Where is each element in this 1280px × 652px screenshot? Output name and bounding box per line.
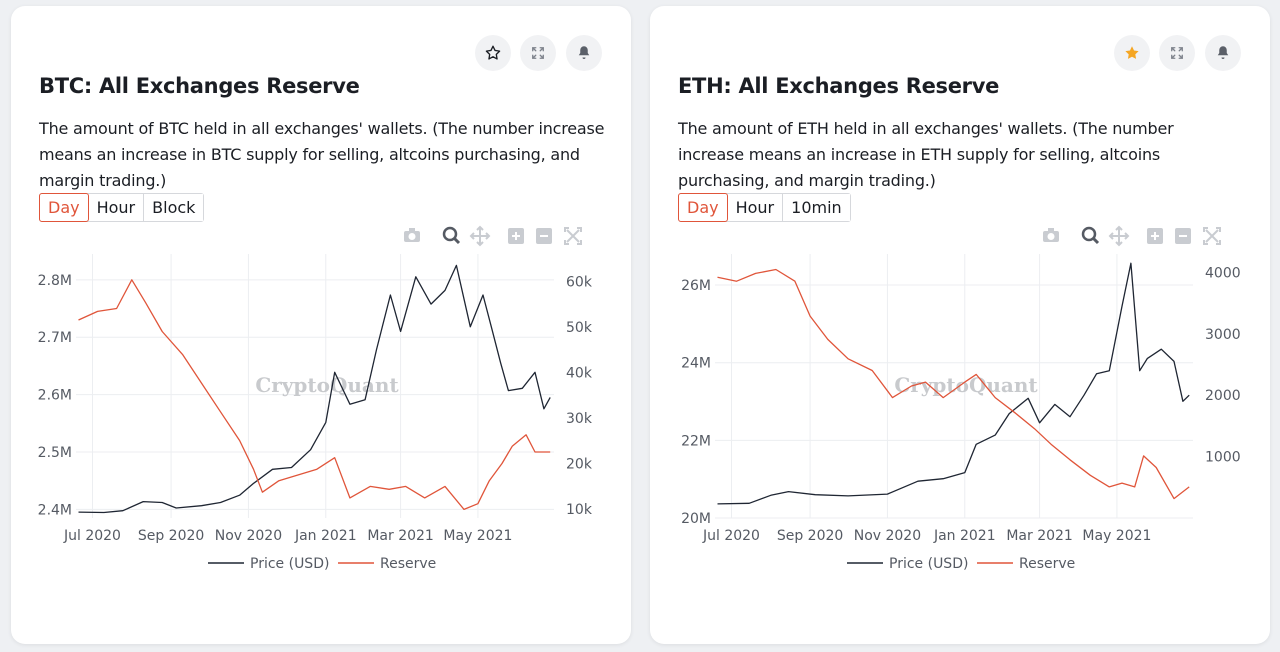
star-icon [485,45,501,60]
y-right-tick-label: 3000 [1205,327,1241,343]
x-tick-label: May 2021 [443,528,512,544]
y-right-tick-label: 10k [566,502,593,518]
autoscale-icon[interactable] [564,227,582,245]
y-right-tick-label: 2000 [1205,388,1241,404]
legend-label[interactable]: Price (USD) [889,556,968,572]
zoom-icon[interactable] [1081,226,1100,245]
pan-icon[interactable] [1108,225,1130,247]
y-right-tick-label: 20k [566,456,593,472]
timeframe-selector: Day Hour Block [39,193,205,222]
pan-icon[interactable] [469,225,491,247]
y-right-tick-label: 1000 [1205,450,1241,466]
legend-label[interactable]: Price (USD) [250,556,329,572]
timeframe-day-button[interactable]: Day [678,193,728,222]
y-left-tick-label: 2.7M [38,330,72,346]
watermark-logo: CryptoQuant [255,373,399,397]
series-line-price[interactable] [78,264,551,514]
y-right-tick-label: 50k [566,320,593,336]
camera-icon[interactable] [1043,228,1059,242]
alert-button[interactable] [1205,35,1241,71]
camera-icon[interactable] [404,228,420,242]
x-tick-label: Mar 2021 [367,528,434,544]
x-tick-label: May 2021 [1082,528,1151,544]
favorite-button[interactable] [475,35,511,71]
y-left-tick-label: 26M [681,278,711,294]
y-right-tick-label: 40k [566,365,593,381]
watermark-logo: CryptoQuant [894,373,1038,397]
legend-label[interactable]: Reserve [1019,556,1075,572]
timeframe-selector: Day Hour 10min [678,193,851,222]
timeframe-hour-button[interactable]: Hour [727,194,784,221]
expand-button[interactable] [520,35,556,71]
expand-icon [1171,47,1183,59]
bell-icon [578,46,590,59]
btc-chart: Jul 2020 Sep 2020 Nov 2020 Jan 2021 Mar 2021… [38,254,593,572]
timeframe-10min-button[interactable]: 10min [783,194,850,221]
timeframe-hour-button[interactable]: Hour [88,194,145,221]
expand-icon [532,47,544,59]
x-tick-label: Jan 2021 [294,528,357,544]
eth-card: ETH: All Exchanges Reserve The amount of… [650,6,1270,644]
x-tick-label: Jul 2020 [63,528,121,544]
x-tick-label: Sep 2020 [138,528,204,544]
y-left-tick-label: 22M [681,433,711,449]
chart-modebar [1043,225,1221,247]
chart-modebar [404,225,582,247]
x-tick-label: Sep 2020 [777,528,843,544]
card-title: ETH: All Exchanges Reserve [678,74,1000,98]
zoom-in-icon[interactable] [508,228,524,244]
eth-chart: Jul 2020 Sep 2020 Nov 2020 Jan 2021 Mar 2021… [681,254,1241,572]
y-left-tick-label: 2.8M [38,273,72,289]
timeframe-block-button[interactable]: Block [144,194,204,221]
autoscale-icon[interactable] [1203,227,1221,245]
y-left-tick-label: 24M [681,356,711,372]
series-line-price[interactable] [717,262,1190,505]
y-right-tick-label: 60k [566,274,593,290]
btc-card: BTC: All Exchanges Reserve The amount of… [11,6,631,644]
zoom-in-icon[interactable] [1147,228,1163,244]
zoom-out-icon[interactable] [536,228,552,244]
series-line-reserve[interactable] [717,268,1190,500]
expand-button[interactable] [1159,35,1195,71]
alert-button[interactable] [566,35,602,71]
y-left-tick-label: 2.6M [38,388,72,404]
x-tick-label: Jan 2021 [933,528,996,544]
y-left-tick-label: 20M [681,511,711,527]
x-tick-label: Nov 2020 [854,528,921,544]
series-line-reserve[interactable] [78,279,551,511]
timeframe-day-button[interactable]: Day [39,193,89,222]
x-tick-label: Jul 2020 [702,528,760,544]
card-description: The amount of ETH held in all exchanges'… [678,119,1174,190]
zoom-icon[interactable] [442,226,461,245]
card-title: BTC: All Exchanges Reserve [39,74,360,98]
star-filled-icon [1125,46,1139,59]
zoom-out-icon[interactable] [1175,228,1191,244]
y-right-tick-label: 4000 [1205,265,1241,281]
x-tick-label: Mar 2021 [1006,528,1072,544]
y-right-tick-label: 30k [566,411,593,427]
y-left-tick-label: 2.4M [38,502,72,518]
legend-label[interactable]: Reserve [380,556,436,572]
card-description: The amount of BTC held in all exchanges'… [39,119,605,190]
favorite-button[interactable] [1114,35,1150,71]
y-left-tick-label: 2.5M [38,445,72,461]
x-tick-label: Nov 2020 [215,528,282,544]
bell-icon [1217,46,1229,59]
